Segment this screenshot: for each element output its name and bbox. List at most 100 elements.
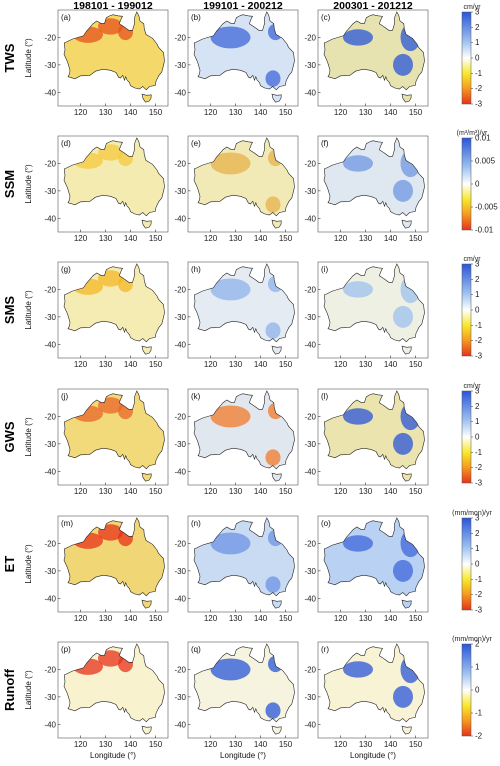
y-tick-label: -40 [304, 594, 316, 603]
x-tick-label: 120 [74, 487, 88, 496]
x-tick-label: 130 [229, 234, 243, 243]
y-tick-label: -40 [174, 467, 186, 476]
trend-patch [73, 152, 103, 169]
trend-patch [118, 149, 133, 167]
trend-patch [210, 278, 251, 301]
colorbar-unit: (mm/mon)/yr [452, 636, 492, 643]
panel-frame [187, 261, 299, 359]
y-tick-label: -20 [44, 539, 56, 548]
tasmania [401, 345, 412, 355]
colorbar-tick-label: 2 [475, 529, 480, 538]
x-tick-label: 120 [74, 234, 88, 243]
map-panel: (f) -20 -30 -40 120 130 140 150 [304, 135, 429, 243]
y-tick-label: -30 [304, 440, 316, 449]
x-tick-label: 150 [149, 487, 163, 496]
colorbar-tick-label: 2 [475, 640, 480, 649]
map-panel: (i) -20 -30 -40 120 130 140 150 [304, 261, 429, 369]
x-tick-label: 120 [334, 487, 348, 496]
colorbar-tick-label: -1 [475, 69, 483, 78]
trend-patch [343, 155, 373, 172]
trend-patch [210, 405, 251, 428]
x-tick-label: 140 [254, 108, 268, 117]
panel-frame [317, 261, 429, 359]
y-tick-label: -30 [304, 693, 316, 702]
coastline [193, 263, 295, 343]
x-tick-label: 120 [74, 740, 88, 749]
colorbar-gradient [461, 517, 472, 611]
colorbar-tick-label: -3 [475, 100, 483, 109]
map-panel: (o) -20 -30 -40 120 130 140 150 [304, 515, 429, 623]
y-tick-label: -40 [174, 214, 186, 223]
panel-label: (i) [321, 265, 328, 274]
y-tick-label: -40 [44, 467, 56, 476]
x-tick-label: 140 [254, 360, 268, 369]
trend-patch [265, 322, 281, 339]
colorbar-tick-label: -2 [475, 84, 483, 93]
x-tick-label: 120 [334, 740, 348, 749]
colorbar-tick-label: -0.01 [475, 226, 494, 235]
y-tick-label: -40 [304, 214, 316, 223]
colorbar-tick-label: 1 [475, 544, 480, 553]
y-tick-label: -20 [174, 159, 186, 168]
x-tick-label: 130 [99, 614, 113, 623]
colorbar-tick-label: 0 [475, 433, 480, 442]
y-tick-label: -30 [304, 61, 316, 70]
colorbar-tick-label: 0.01 [475, 134, 491, 143]
x-tick-label: 130 [359, 234, 373, 243]
map-panel: (n) -20 -30 -40 120 130 140 150 [174, 515, 299, 623]
colorbar-tick-label: 0 [475, 180, 480, 189]
coastline [63, 11, 165, 91]
x-tick-label: 120 [74, 360, 88, 369]
colorbar-tick-label: 3 [475, 514, 480, 523]
tasmania [271, 345, 282, 355]
tasmania [271, 725, 282, 735]
coastline [63, 137, 165, 217]
x-tick-label: 150 [409, 234, 423, 243]
x-tick-label: 130 [229, 487, 243, 496]
x-tick-label: 130 [359, 614, 373, 623]
panel-frame [187, 515, 299, 613]
x-tick-label: 130 [99, 360, 113, 369]
colorbar-unit: (m³/m³)/yr [457, 130, 488, 137]
x-tick-label: 120 [204, 108, 218, 117]
tasmania [141, 472, 152, 482]
colorbar-tick-label: 0 [475, 560, 480, 569]
map-panel: (j) -20 -30 -40 120 130 140 150 [44, 388, 169, 496]
x-tick-label: 120 [204, 487, 218, 496]
panel-frame [57, 515, 169, 613]
panel-frame [187, 9, 299, 107]
y-axis-label: Latitude (°) [24, 164, 33, 204]
panel-label: (e) [191, 139, 201, 148]
colorbar-tick-label: -0.005 [475, 203, 498, 212]
trend-patch [265, 70, 281, 87]
colorbar: (mm/mon)/yr3 2 1 0 -1 -2 -3 [452, 510, 492, 615]
map-panel: (e) -20 -30 -40 120 130 140 150 [174, 135, 299, 243]
y-tick-label: -20 [44, 33, 56, 42]
y-tick-label: -20 [174, 285, 186, 294]
colorbar-tick-label: 0 [475, 54, 480, 63]
colorbar-tick-label: 3 [475, 8, 480, 17]
colorbar: (mm/mon)/yr2 1 0 -1 -2 [452, 636, 492, 741]
x-tick-label: 150 [279, 108, 293, 117]
y-tick-label: -40 [44, 214, 56, 223]
y-tick-label: -30 [304, 567, 316, 576]
trend-patch [118, 655, 133, 673]
y-tick-label: -40 [174, 720, 186, 729]
colorbar-tick-label: 3 [475, 387, 480, 396]
colorbar-gradient [461, 390, 472, 484]
panel-frame [187, 641, 299, 739]
x-tick-label: 150 [279, 614, 293, 623]
panel-frame [317, 515, 429, 613]
tasmania [271, 599, 282, 609]
panel-frame [57, 261, 169, 359]
y-tick-label: -20 [304, 285, 316, 294]
y-tick-label: -20 [174, 539, 186, 548]
map-panel: (h) -20 -30 -40 120 130 140 150 [174, 261, 299, 369]
x-tick-label: 120 [334, 108, 348, 117]
x-tick-label: 150 [279, 740, 293, 749]
row-label: TWS [2, 43, 17, 72]
x-tick-label: 130 [229, 740, 243, 749]
colorbar-unit: (mm/mon)/yr [452, 510, 492, 517]
colorbar: (m³/m³)/yr0.01 0.005 0 -0.005 -0.01 [457, 130, 499, 235]
y-tick-label: -20 [44, 159, 56, 168]
